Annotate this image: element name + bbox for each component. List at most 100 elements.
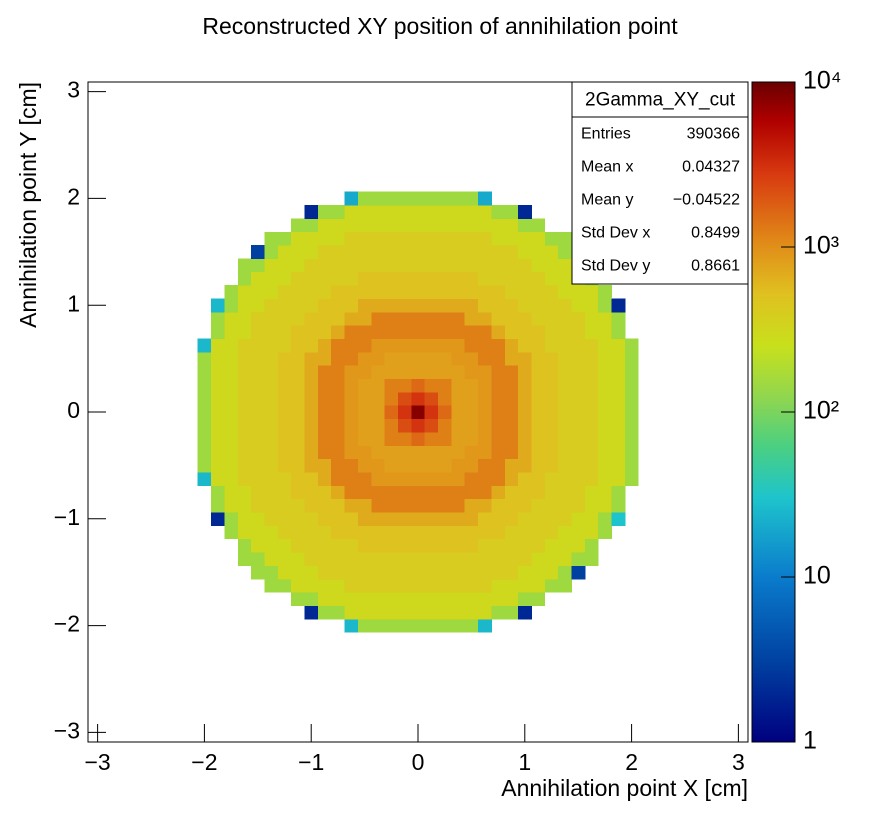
heatmap-cell [371, 391, 386, 406]
heatmap-cell [251, 378, 265, 393]
heatmap-cell [558, 391, 572, 406]
heatmap-cell [491, 325, 506, 339]
heatmap-cell [357, 578, 372, 593]
heatmap-cell [558, 325, 572, 339]
heatmap-cell [438, 432, 452, 446]
heatmap-cell [291, 512, 305, 526]
stats-box [571, 81, 749, 285]
heatmap-cell [251, 311, 265, 326]
heatmap-cell [451, 512, 466, 526]
heatmap-cell [544, 525, 559, 540]
heatmap-cell [611, 485, 626, 500]
heatmap-cell [451, 365, 466, 380]
heatmap-cell [598, 445, 612, 460]
heatmap-cell [357, 205, 372, 219]
heatmap-cell [478, 512, 492, 526]
heatmap-cell [504, 231, 519, 246]
heatmap-cell [277, 512, 292, 526]
heatmap-cell [504, 605, 519, 620]
heatmap-cell [411, 271, 426, 286]
heatmap-cell [451, 378, 466, 393]
heatmap-cell [504, 205, 519, 219]
heatmap-cell [491, 498, 506, 513]
heatmap-cell [464, 445, 479, 460]
heatmap-cell [344, 485, 359, 500]
heatmap-cell [357, 258, 372, 273]
heatmap-cell [518, 592, 532, 606]
heatmap-cell [251, 418, 265, 433]
heatmap-cell [384, 485, 399, 500]
heatmap-cell [384, 592, 399, 606]
heatmap-cell [411, 391, 426, 406]
heatmap-cell [611, 351, 626, 366]
heatmap-cell [584, 472, 599, 486]
heatmap-cell [304, 378, 319, 393]
heatmap-cell [237, 258, 252, 273]
heatmap-cell [558, 538, 572, 553]
heatmap-cell [264, 458, 279, 473]
heatmap-cell [277, 311, 292, 326]
heatmap-cell [331, 245, 345, 259]
heatmap-cell [598, 365, 612, 380]
heatmap-cell [518, 552, 532, 566]
heatmap-cell [317, 271, 332, 286]
heatmap-cell [478, 472, 492, 486]
heatmap-cell [478, 565, 492, 580]
heatmap-cell [518, 525, 532, 540]
heatmap-cell [584, 418, 599, 433]
heatmap-cell [344, 365, 359, 380]
heatmap-cell [464, 552, 479, 566]
heatmap-cell [598, 378, 612, 393]
heatmap-cell [584, 325, 599, 339]
heatmap-cell [504, 458, 519, 473]
heatmap-cell [251, 472, 265, 486]
heatmap-cell [438, 565, 452, 580]
heatmap-cell [411, 512, 426, 526]
heatmap-cell [251, 325, 265, 339]
heatmap-cell [277, 432, 292, 446]
heatmap-cell [264, 418, 279, 433]
heatmap-cell [344, 565, 359, 580]
heatmap-cell [317, 351, 332, 366]
heatmap-cell [264, 258, 279, 273]
heatmap-cell [571, 378, 586, 393]
heatmap-cell [624, 405, 639, 420]
heatmap-cell [504, 445, 519, 460]
heatmap-cell [531, 578, 546, 593]
heatmap-cell [598, 458, 612, 473]
heatmap-cell [237, 271, 252, 286]
heatmap-cell [584, 445, 599, 460]
heatmap-cell [397, 605, 412, 620]
heatmap-cell [504, 405, 519, 420]
heatmap-cell [277, 418, 292, 433]
heatmap-cell [304, 578, 319, 593]
heatmap-cell [371, 458, 386, 473]
heatmap-cell [371, 445, 386, 460]
heatmap-cell [357, 485, 372, 500]
heatmap-cell [237, 351, 252, 366]
heatmap-cell [611, 472, 626, 486]
heatmap-cell [504, 485, 519, 500]
heatmap-cell [357, 472, 372, 486]
heatmap-cell [464, 231, 479, 246]
heatmap-cell [304, 338, 319, 353]
heatmap-cell [438, 445, 452, 460]
heatmap-cell [411, 218, 426, 233]
heatmap-cell [571, 445, 586, 460]
heatmap-cell [237, 418, 252, 433]
heatmap-cell [317, 592, 332, 606]
heatmap-cell [464, 458, 479, 473]
heatmap-cell [598, 485, 612, 500]
heatmap-cell [224, 298, 239, 313]
heatmap-cell [478, 618, 492, 633]
heatmap-cell [424, 472, 439, 486]
heatmap-cell [251, 498, 265, 513]
heatmap-cell [611, 405, 626, 420]
heatmap-cell [491, 338, 506, 353]
heatmap-cell [291, 258, 305, 273]
heatmap-cell [504, 245, 519, 259]
heatmap-cell [451, 245, 466, 259]
heatmap-cell [438, 258, 452, 273]
heatmap-cell [397, 565, 412, 580]
heatmap-cell [344, 205, 359, 219]
